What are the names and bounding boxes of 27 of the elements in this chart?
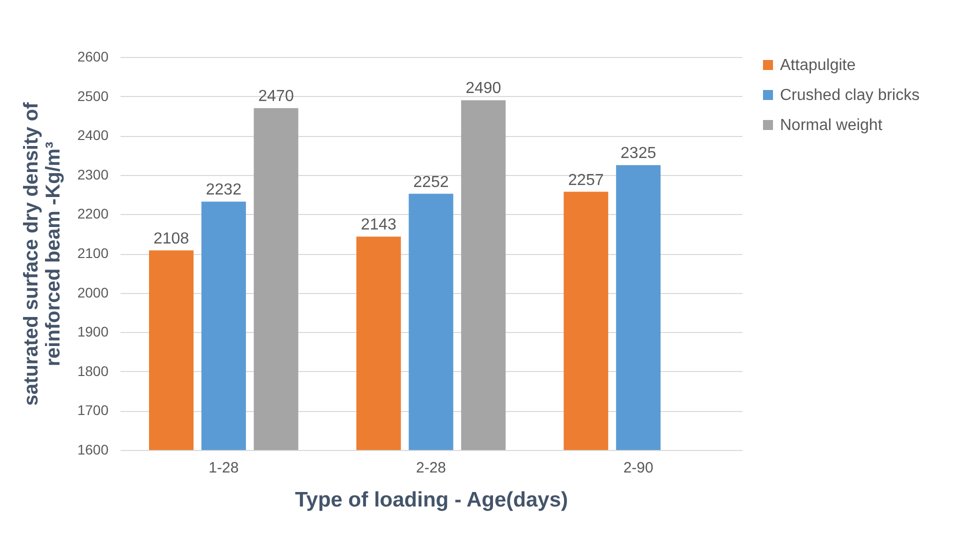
y-tick-label: 2100 — [77, 245, 109, 261]
y-tick-label: 2600 — [77, 48, 109, 64]
legend-label: Normal weight — [780, 117, 883, 134]
x-tick-label: 2-28 — [416, 460, 446, 476]
y-tick-label: 2300 — [77, 166, 109, 182]
y-tick-label: 1700 — [77, 402, 109, 418]
y-tick-label: 2200 — [77, 206, 109, 222]
y-tick-label: 1900 — [77, 324, 109, 340]
x-axis-title: Type of loading - Age(days) — [294, 488, 568, 512]
data-label: 2108 — [153, 230, 190, 248]
y-tick-label: 1800 — [77, 362, 109, 379]
data-label: 2232 — [206, 182, 242, 199]
data-label: 2325 — [620, 145, 656, 162]
y-tick-label: 1600 — [77, 442, 109, 458]
legend-label: Attapulgite — [780, 57, 856, 74]
data-label: 2257 — [568, 172, 604, 189]
x-tick-label: 1-28 — [208, 460, 239, 476]
data-label: 2252 — [413, 174, 449, 191]
legend-label: Crushed clay bricks — [780, 87, 920, 104]
data-label: 2470 — [258, 88, 294, 106]
y-axis-title: saturated surface dry density of reinforced beam -Kg/m³ — [20, 102, 64, 406]
y-tick-label: 2500 — [77, 88, 109, 104]
data-label: 2490 — [466, 80, 502, 98]
y-tick-label: 2400 — [77, 127, 109, 144]
x-tick-label: 2-90 — [623, 460, 654, 476]
y-tick-label: 2000 — [77, 284, 109, 300]
data-label: 2143 — [360, 216, 397, 234]
